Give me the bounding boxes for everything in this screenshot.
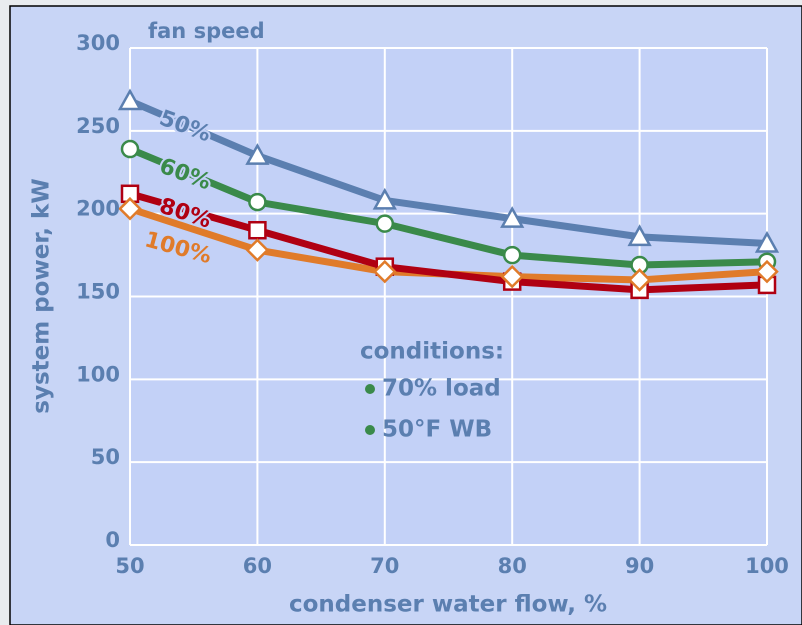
x-tick-label: 50: [115, 554, 144, 578]
x-tick-label: 90: [625, 554, 654, 578]
y-tick-label: 50: [91, 445, 120, 469]
marker: [245, 143, 270, 165]
bullet: [365, 425, 375, 435]
marker: [375, 214, 395, 233]
marker: [373, 259, 397, 284]
annotation-item: 50°F WB: [382, 417, 492, 443]
series-line: [128, 97, 768, 247]
series-line: [129, 190, 768, 294]
marker: [502, 245, 522, 265]
x-tick-label: 100: [745, 554, 789, 578]
marker: [372, 187, 397, 210]
series-line: [128, 145, 768, 269]
marker: [627, 268, 652, 292]
y-tick-label: 150: [76, 280, 120, 304]
marker: [120, 139, 140, 159]
marker: [627, 224, 652, 247]
marker: [500, 264, 524, 289]
marker: [245, 238, 270, 262]
marker: [118, 196, 142, 221]
marker: [248, 192, 267, 212]
y-axis-label: system power, kW: [29, 178, 55, 413]
x-tick-label: 70: [370, 554, 399, 578]
marker: [248, 220, 267, 240]
y-tick-label: 100: [76, 362, 120, 386]
marker: [755, 259, 779, 284]
marker: [754, 230, 780, 253]
y-tick-label: 0: [105, 528, 120, 552]
x-axis-label: condenser water flow, %: [289, 592, 607, 618]
bullet: [365, 384, 375, 394]
annotation-item: 70% load: [382, 376, 501, 402]
y-tick-label: 200: [76, 197, 120, 221]
marker: [117, 88, 143, 111]
x-tick-label: 80: [498, 554, 527, 578]
annotation-title: conditions:: [360, 339, 504, 365]
marker: [500, 206, 525, 228]
chart-title: fan speed: [148, 19, 265, 43]
y-tick-label: 300: [76, 31, 120, 55]
y-tick-label: 250: [76, 114, 120, 138]
x-tick-label: 60: [243, 554, 272, 578]
